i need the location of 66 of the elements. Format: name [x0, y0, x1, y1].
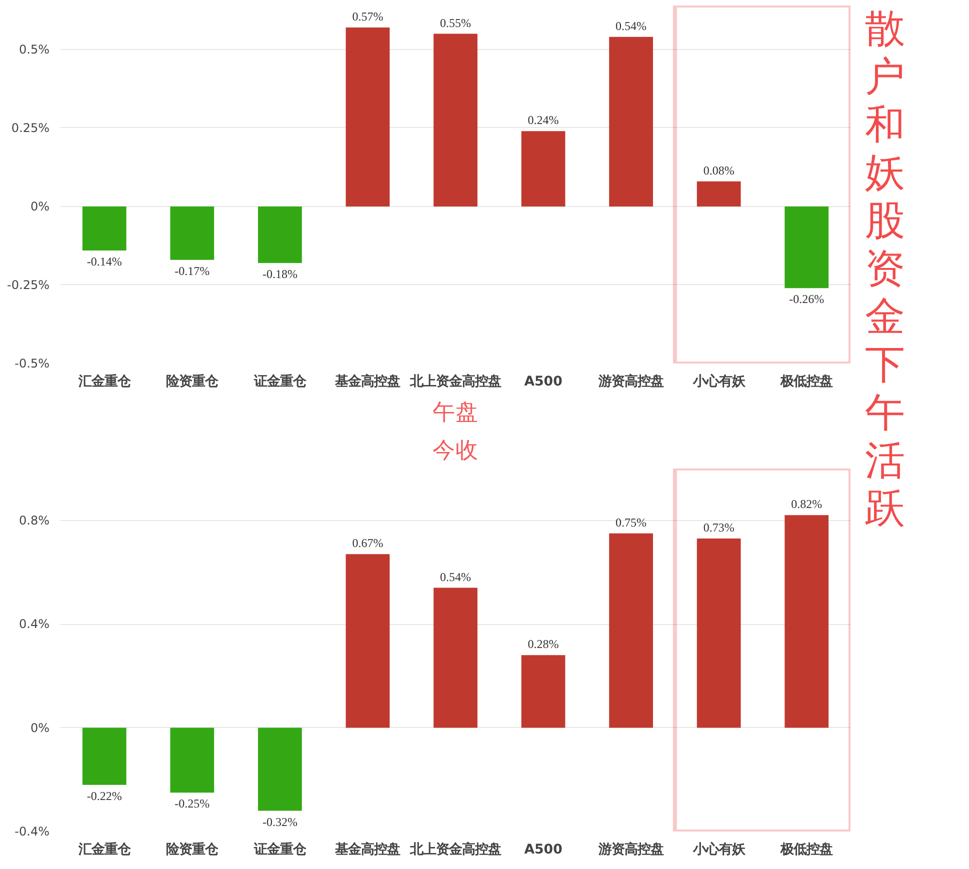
chart-title: 今收: [432, 438, 478, 464]
data-label: -0.26%: [789, 292, 824, 306]
bar: [170, 728, 214, 793]
x-tick-label: 汇金重仓: [77, 842, 132, 858]
y-tick-label: 0.5%: [19, 42, 50, 56]
bar: [346, 554, 390, 728]
y-tick-label: 0%: [30, 720, 50, 735]
data-label: 0.82%: [791, 497, 822, 512]
bar: [258, 206, 302, 264]
bar: [434, 34, 478, 206]
x-tick-label: 汇金重仓: [77, 374, 132, 390]
x-tick-label: 游资高控盘: [598, 842, 664, 858]
x-tick-label: 小心有妖: [692, 842, 746, 858]
x-tick-label: 证金重仓: [252, 842, 307, 858]
x-tick-label: 险资重仓: [166, 374, 220, 390]
bar: [696, 181, 741, 206]
bar: [784, 206, 829, 288]
y-tick-label: 0%: [30, 199, 50, 214]
data-label: 0.54%: [616, 18, 647, 33]
data-label: 0.54%: [440, 570, 471, 584]
x-tick-label: 小心有妖: [692, 374, 746, 390]
bar: [82, 206, 126, 250]
bar: [696, 538, 741, 728]
x-tick-label: A500: [524, 374, 562, 390]
x-tick-label: 北上资金高控盘: [409, 842, 501, 858]
data-label: -0.22%: [86, 788, 122, 803]
data-label: -0.25%: [174, 796, 210, 811]
y-tick-label: 0.25%: [11, 120, 50, 135]
y-tick-label: 0.4%: [19, 617, 50, 632]
x-tick-label: 极低控盘: [780, 374, 833, 390]
bar: [609, 36, 653, 206]
data-label: 0.55%: [440, 16, 471, 30]
data-label: -0.14%: [86, 254, 122, 268]
bar: [258, 728, 302, 811]
data-label: -0.17%: [174, 264, 210, 278]
bar: [82, 728, 126, 785]
x-tick-label: 证金重仓: [252, 374, 307, 390]
data-label: 0.67%: [352, 536, 384, 550]
text: 午盘: [432, 400, 478, 426]
bar: [521, 131, 566, 206]
x-tick-label: 基金高控盘: [334, 374, 400, 390]
data-label: 0.57%: [352, 9, 384, 24]
x-tick-label: 北上资金高控盘: [409, 374, 501, 390]
bar: [346, 27, 390, 206]
x-tick-label: A500: [524, 842, 562, 858]
x-tick-label: 极低控盘: [780, 842, 833, 858]
data-label: 0.73%: [703, 520, 734, 535]
data-label: 0.75%: [616, 515, 647, 530]
data-label: -0.32%: [262, 814, 298, 829]
y-tick-label: -0.5%: [14, 356, 50, 370]
bar: [170, 206, 214, 260]
bar: [434, 588, 478, 728]
data-label: 0.28%: [528, 637, 559, 652]
text: 散户和妖股资金下午活跃: [865, 6, 905, 532]
bar: [609, 533, 653, 728]
x-tick-label: 基金高控盘: [334, 842, 400, 858]
data-label: 0.24%: [528, 113, 559, 128]
y-tick-label: -0.25%: [7, 278, 50, 292]
data-label: 0.08%: [703, 163, 734, 178]
bar: [784, 515, 829, 728]
bar: [521, 655, 566, 728]
x-tick-label: 游资高控盘: [598, 374, 664, 390]
y-tick-label: -0.4%: [14, 824, 50, 838]
data-label: -0.18%: [262, 267, 298, 282]
y-tick-label: 0.8%: [19, 513, 50, 528]
x-tick-label: 险资重仓: [166, 842, 220, 858]
